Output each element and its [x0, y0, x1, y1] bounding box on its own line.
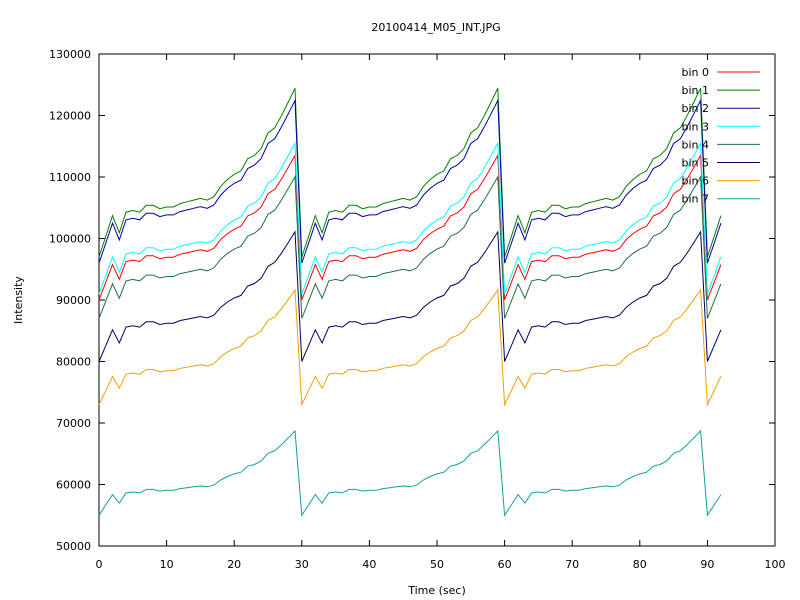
y-tick-label: 130000 — [49, 48, 91, 61]
series-lines — [98, 87, 722, 517]
x-tick-label: 10 — [160, 558, 174, 571]
legend-label: bin 5 — [681, 157, 709, 170]
series-line-bin-4 — [98, 175, 722, 319]
x-tick-label: 50 — [430, 558, 444, 571]
legend-label: bin 1 — [681, 84, 709, 97]
series-line-bin-2 — [98, 98, 722, 264]
series-line-bin-6 — [98, 288, 722, 407]
y-tick-label: 70000 — [56, 417, 91, 430]
x-tick-label: 80 — [633, 558, 647, 571]
x-axis: 0 10 20 30 40 50 60 70 80 90 100 — [96, 54, 786, 571]
legend-label: bin 7 — [681, 193, 709, 206]
legend-label: bin 6 — [681, 175, 709, 188]
series-line-bin-3 — [98, 141, 722, 295]
x-tick-label: 90 — [700, 558, 714, 571]
legend-label: bin 4 — [681, 138, 709, 151]
legend-label: bin 0 — [681, 66, 709, 79]
x-tick-label: 60 — [498, 558, 512, 571]
x-tick-label: 40 — [362, 558, 376, 571]
x-tick-label: 0 — [96, 558, 103, 571]
y-axis-label: Intensity — [12, 276, 25, 324]
plot-area — [98, 53, 776, 547]
y-tick-label: 100000 — [49, 233, 91, 246]
series-line-bin-0 — [98, 153, 722, 301]
y-tick-label: 80000 — [56, 356, 91, 369]
x-tick-label: 20 — [227, 558, 241, 571]
legend: bin 0 bin 1 bin 2 bin 3 bin 4 bin 5 bin 6 bin 7 — [681, 66, 760, 206]
series-line-bin-1 — [98, 87, 722, 258]
x-tick-label: 30 — [295, 558, 309, 571]
x-tick-label: 70 — [565, 558, 579, 571]
y-tick-label: 110000 — [49, 171, 91, 184]
series-line-bin-7 — [98, 429, 722, 517]
legend-label: bin 3 — [681, 120, 709, 133]
legend-label: bin 2 — [681, 102, 709, 115]
x-tick-label: 100 — [765, 558, 786, 571]
y-tick-label: 60000 — [56, 479, 91, 492]
series-line-bin-5 — [98, 230, 722, 362]
y-axis: 50000 60000 70000 80000 90000 100000 110000 120… — [49, 48, 775, 553]
y-tick-label: 50000 — [56, 540, 91, 553]
y-tick-label: 90000 — [56, 294, 91, 307]
x-axis-label: Time (sec) — [407, 584, 466, 597]
chart-title: 20100414_M05_INT.JPG — [371, 21, 500, 34]
y-tick-label: 120000 — [49, 110, 91, 123]
